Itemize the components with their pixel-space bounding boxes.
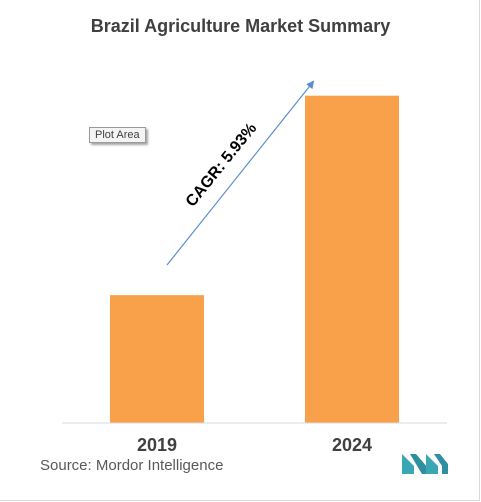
cagr-arrow [166, 80, 315, 266]
x-tick-labels: 2019 2024 [137, 435, 372, 455]
bar-2019 [110, 295, 204, 423]
bar-2024 [305, 95, 399, 423]
bars-group [110, 95, 399, 423]
x-tick-label-2024: 2024 [332, 435, 372, 455]
chart-title: Brazil Agriculture Market Summary [90, 16, 391, 36]
source-note: Source: Mordor Intelligence [40, 457, 224, 474]
mordor-intelligence-logo-icon [402, 454, 448, 474]
plot-area-tooltip: Plot Area [89, 127, 146, 143]
x-tick-label-2019: 2019 [137, 435, 177, 455]
